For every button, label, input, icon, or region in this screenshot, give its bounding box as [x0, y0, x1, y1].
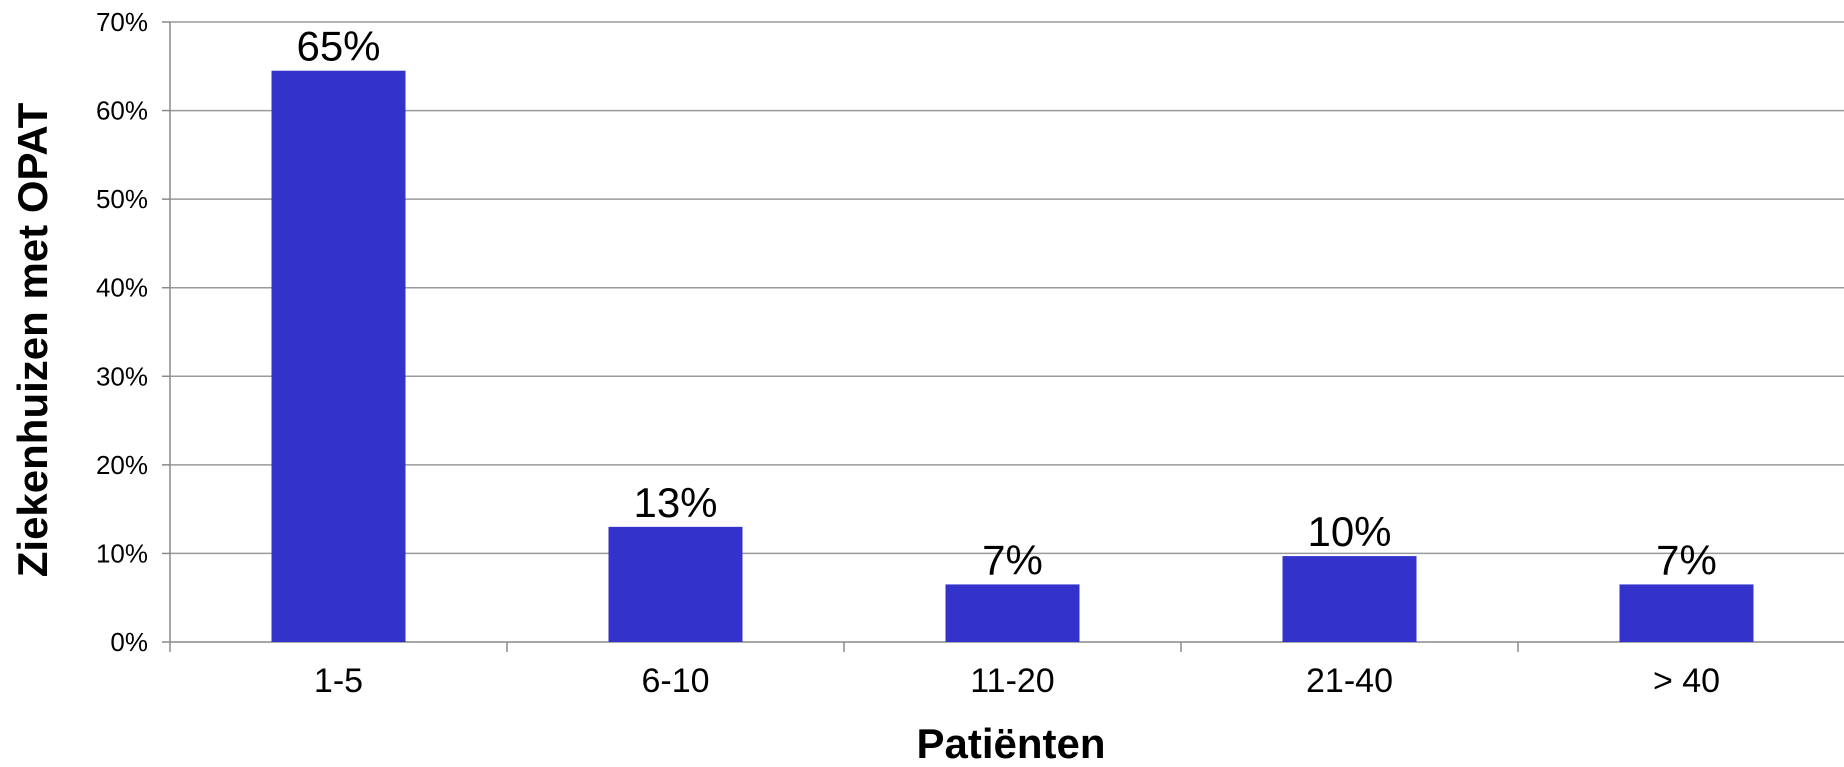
bar — [1282, 556, 1417, 642]
x-axis-title: Patiënten — [916, 720, 1105, 762]
bar — [608, 526, 743, 642]
y-tick-label: 50% — [96, 184, 148, 214]
bar — [1619, 584, 1754, 642]
y-tick-label: 30% — [96, 361, 148, 391]
x-tick-label: 21-40 — [1306, 662, 1393, 700]
y-axis-title: Ziekenhuizen met OPAT — [9, 102, 56, 577]
y-tick-label: 0% — [110, 627, 148, 657]
data-label: 10% — [1307, 508, 1391, 555]
bars — [271, 70, 1754, 642]
y-tick-label: 40% — [96, 273, 148, 303]
y-tick-label: 20% — [96, 450, 148, 480]
y-tick-label: 10% — [96, 538, 148, 568]
y-tick-label: 70% — [96, 7, 148, 37]
x-tick-label: 11-20 — [970, 662, 1054, 700]
data-label: 7% — [1656, 536, 1717, 583]
data-label: 13% — [633, 479, 717, 526]
gridlines — [170, 21, 1844, 555]
data-labels: 65% 13% 7% 10% 7% — [296, 23, 1716, 584]
x-tick-label: 6-10 — [641, 662, 709, 700]
bar — [271, 70, 406, 642]
x-tick-label: 1-5 — [314, 662, 363, 700]
tick-labels: 0% 10% 20% 30% 40% 50% 60% 70% 1-5 6-10 11-20 21-40… — [96, 7, 1720, 700]
data-label: 65% — [296, 23, 380, 70]
y-tick-label: 60% — [96, 96, 148, 126]
x-tick-label: > 40 — [1653, 662, 1720, 700]
data-label: 7% — [982, 536, 1043, 583]
bar — [945, 584, 1080, 642]
